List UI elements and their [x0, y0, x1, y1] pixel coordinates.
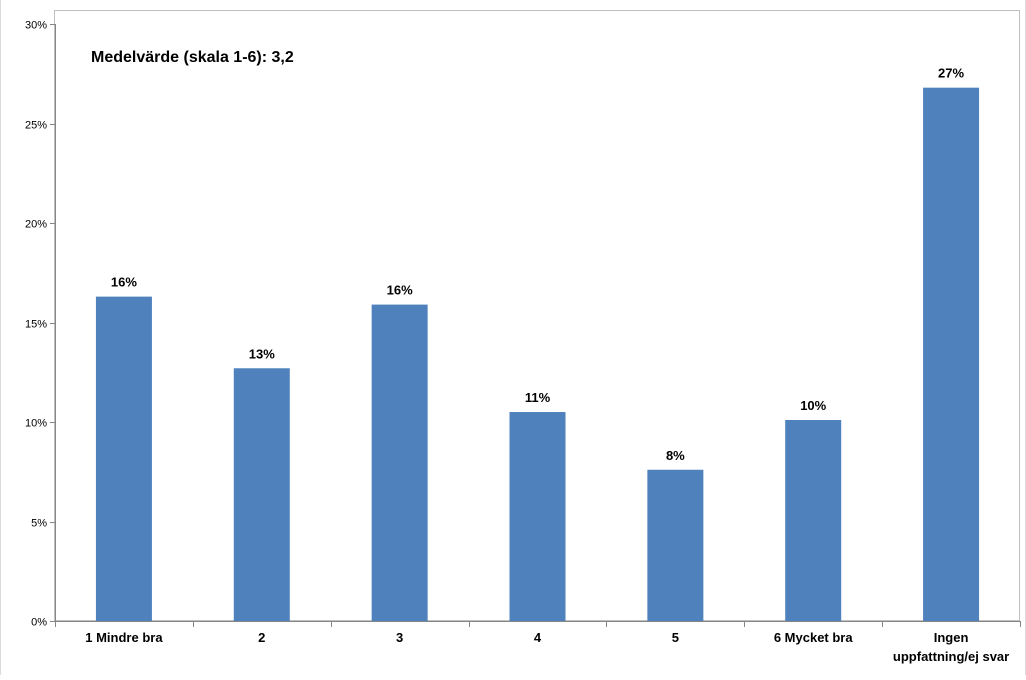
bar	[371, 304, 428, 621]
data-label: 8%	[666, 448, 685, 463]
data-label: 13%	[249, 346, 275, 361]
data-label: 10%	[800, 398, 826, 413]
bars	[95, 87, 980, 622]
bar	[233, 368, 290, 621]
x-tick-label: 4	[534, 630, 542, 645]
y-axis: 0% 5% 10% 15% 20% 25% 30%	[25, 20, 56, 629]
y-tick-label: 0%	[31, 617, 47, 629]
y-tick-label: 30%	[25, 20, 47, 32]
x-tick-label-line: 2	[258, 630, 265, 645]
x-tick-label-line: 3	[396, 630, 403, 645]
x-tick-label-line: uppfattning/ej svar	[893, 649, 1009, 664]
data-label: 16%	[387, 283, 413, 298]
bar	[647, 469, 704, 621]
data-label: 27%	[938, 66, 964, 81]
y-tick-label: 10%	[25, 418, 47, 430]
bar	[509, 412, 566, 621]
x-tick-label: 2	[258, 630, 265, 645]
data-label: 11%	[525, 390, 551, 405]
x-tick-label: 5	[672, 630, 679, 645]
data-label: 16%	[111, 275, 137, 290]
data-labels: 16% 13% 16% 11% 8% 10% 27%	[111, 66, 965, 463]
bar	[923, 87, 980, 622]
y-tick-label: 15%	[25, 319, 47, 331]
y-tick-label: 25%	[25, 120, 47, 132]
x-axis: 1 Mindre bra 2 3 4 5 6 Mycket bra Ingen uppfatt…	[55, 621, 1021, 664]
x-tick-label: 3	[396, 630, 403, 645]
x-tick-label: 1 Mindre bra	[85, 630, 163, 645]
x-tick-label: 6 Mycket bra	[774, 630, 854, 645]
bar	[95, 296, 152, 621]
x-tick-label-line: 5	[672, 630, 679, 645]
x-tick-label-line: 1 Mindre bra	[85, 630, 163, 645]
x-tick-label-line: 6 Mycket bra	[774, 630, 854, 645]
x-tick-label-line: Ingen	[934, 630, 969, 645]
x-tick-label-line: 4	[534, 630, 542, 645]
x-tick-label: Ingen uppfattning/ej svar	[893, 630, 1009, 664]
y-tick-label: 20%	[25, 219, 47, 231]
mean-annotation: Medelvärde (skala 1-6): 3,2	[91, 49, 294, 66]
bar	[785, 420, 842, 621]
y-tick-label: 5%	[31, 518, 47, 530]
